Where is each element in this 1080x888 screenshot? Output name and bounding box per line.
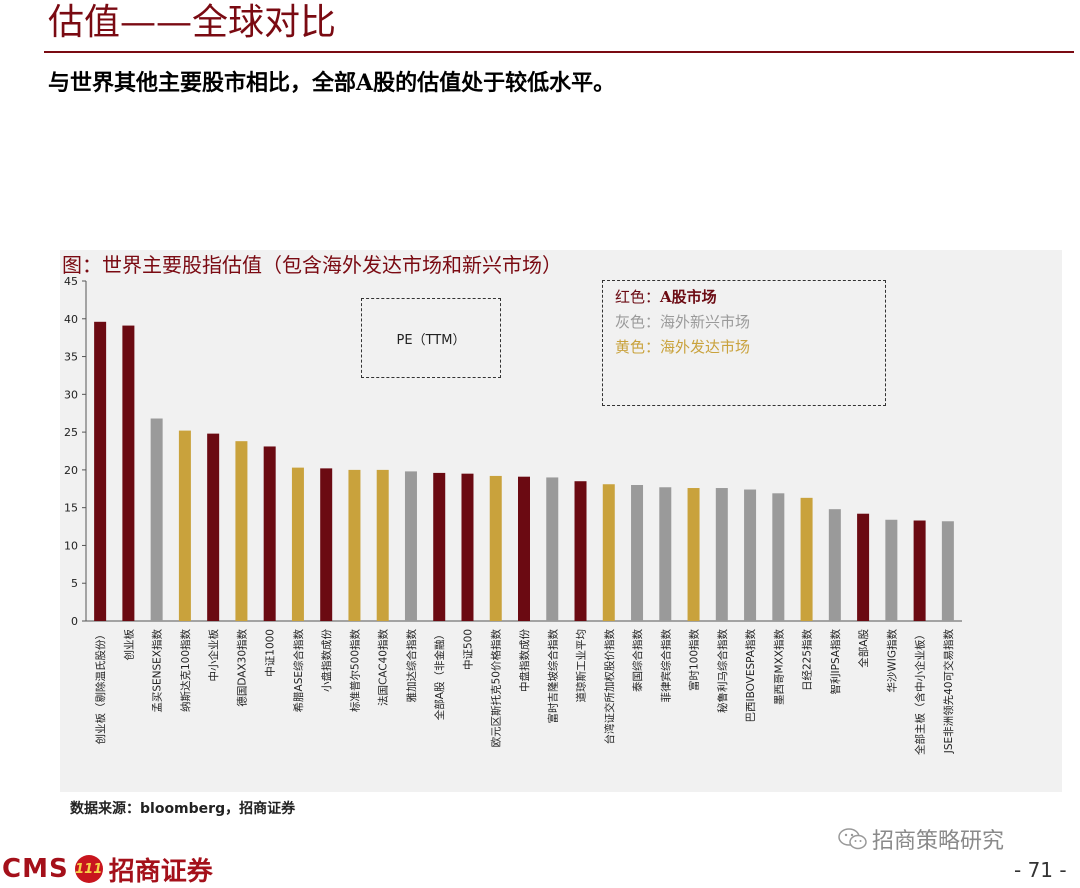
y-tick-label: 30	[64, 388, 78, 401]
x-tick-label: 华沙WIG指数	[885, 629, 898, 693]
bar	[518, 476, 530, 621]
y-tick-label: 25	[64, 426, 78, 439]
bar	[461, 473, 474, 621]
legend-prefix: 黄色：	[615, 338, 661, 356]
data-source: 数据来源：bloomberg，招商证券	[70, 801, 296, 817]
bar	[348, 469, 361, 621]
x-tick-label: JSE非洲领先40可交易指数	[942, 629, 955, 755]
bar	[235, 441, 248, 621]
x-tick-label: 全部A股（非金融）	[433, 629, 446, 720]
legend-label: A股市场	[660, 288, 717, 306]
x-tick-label: 富时100指数	[688, 629, 701, 692]
x-tick-label: 全部主板（含中小企业板）	[914, 629, 927, 755]
pe-annotation: PE（TTM）	[361, 298, 501, 378]
x-tick-label: 泰国综合指数	[631, 629, 644, 692]
legend-item-gray: 灰色：海外新兴市场	[615, 310, 885, 335]
legend-prefix: 灰色：	[615, 313, 661, 331]
x-tick-label: 欧元区斯托克50价格指数	[490, 629, 503, 748]
bar	[744, 489, 757, 621]
x-tick-label: 道琼斯工业平均	[575, 629, 588, 703]
x-tick-label: 创业板（剔除温氏股份）	[94, 629, 107, 745]
legend-label: 海外发达市场	[660, 338, 751, 356]
x-tick-label: 中小企业板	[207, 629, 220, 682]
y-tick-label: 0	[71, 615, 78, 628]
x-tick-label: 法国CAC40指数	[377, 629, 390, 707]
bar	[489, 475, 502, 621]
x-tick-label: 德国DAX30指数	[235, 629, 248, 707]
bar	[941, 521, 954, 621]
y-tick-label: 45	[64, 275, 78, 288]
bar	[433, 472, 446, 621]
bar	[772, 493, 785, 621]
bar	[828, 509, 841, 621]
chart-title: 图：世界主要股指估值（包含海外发达市场和新兴市场）	[62, 253, 562, 277]
logo-mark-icon: 111	[74, 855, 103, 883]
x-tick-label: 孟买SENSEX指数	[151, 629, 164, 713]
x-tick-label: 小盘指数成份	[320, 629, 333, 692]
bar	[574, 481, 587, 621]
page-number: - 71 -	[1014, 858, 1067, 882]
wechat-watermark: 招商策略研究	[838, 823, 1004, 855]
bar	[263, 446, 276, 621]
wechat-icon	[838, 828, 867, 850]
title-divider	[44, 51, 1074, 53]
bar	[857, 513, 870, 621]
x-tick-label: 创业板	[122, 629, 135, 661]
y-tick-label: 35	[64, 351, 78, 364]
x-tick-label: 日经225指数	[801, 629, 814, 692]
x-tick-label: 智利IPSA指数	[829, 629, 842, 695]
page-subtitle: 与世界其他主要股市相比，全部A股的估值处于较低水平。	[48, 70, 616, 96]
page-title: 估值——全球对比	[48, 2, 337, 43]
bar	[94, 321, 107, 621]
bar	[178, 430, 191, 621]
bar	[885, 519, 898, 621]
bar	[122, 325, 135, 621]
bar	[404, 471, 417, 621]
legend-item-red: 红色：A股市场	[615, 285, 885, 310]
legend-label: 海外新兴市场	[660, 313, 751, 331]
x-tick-label: 富时吉隆坡综合指数	[546, 629, 559, 724]
legend-item-gold: 黄色：海外发达市场	[615, 335, 885, 360]
cms-logo: CMS 111 招商证券	[2, 852, 213, 887]
bar	[800, 497, 813, 621]
x-tick-label: 菲律宾综合指数	[659, 629, 672, 703]
x-tick-label: 中证500	[461, 629, 474, 670]
x-tick-label: 雅加达综合指数	[405, 629, 418, 703]
x-tick-label: 中证1000	[264, 629, 277, 677]
y-tick-label: 5	[71, 577, 78, 590]
x-tick-label: 中盘指数成份	[518, 629, 531, 692]
watermark-text: 招商策略研究	[872, 829, 1005, 854]
y-tick-label: 15	[64, 502, 78, 515]
legend-prefix: 红色：	[615, 288, 661, 306]
bar	[659, 487, 672, 621]
bar	[320, 468, 333, 621]
y-tick-label: 10	[64, 539, 78, 552]
x-tick-label: 台湾证交所加权股价指数	[603, 629, 616, 745]
x-tick-label: 墨西哥MXX指数	[772, 629, 785, 705]
bar	[207, 433, 220, 621]
bar	[913, 520, 926, 621]
bar	[602, 484, 615, 621]
bar	[150, 418, 163, 621]
legend: 红色：A股市场 灰色：海外新兴市场 黄色：海外发达市场	[602, 280, 886, 406]
y-tick-label: 20	[64, 464, 78, 477]
x-tick-label: 标准普尔500指数	[348, 629, 361, 713]
x-tick-label: 纳斯达克100指数	[179, 629, 192, 713]
logo-latin: CMS	[2, 854, 69, 884]
bar	[687, 488, 700, 621]
bar	[291, 467, 304, 621]
x-tick-label: 全部A股	[857, 629, 870, 668]
bar	[546, 477, 559, 621]
pe-label: PE（TTM）	[396, 332, 466, 348]
x-tick-label: 巴西IBOVESPA指数	[744, 629, 757, 723]
bar	[376, 469, 389, 621]
x-tick-label: 希腊ASE综合指数	[292, 629, 305, 713]
bar	[715, 488, 728, 621]
x-tick-label: 秘鲁利马综合指数	[716, 629, 729, 713]
bar	[631, 485, 644, 621]
y-tick-label: 40	[64, 313, 78, 326]
logo-chinese: 招商证券	[108, 856, 213, 887]
